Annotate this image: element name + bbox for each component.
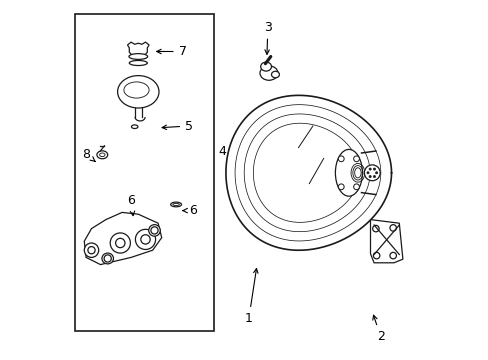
Ellipse shape (260, 62, 271, 71)
Circle shape (389, 252, 396, 259)
Text: 4: 4 (218, 145, 225, 158)
Polygon shape (225, 95, 391, 250)
Ellipse shape (338, 184, 344, 190)
Circle shape (364, 165, 380, 181)
Ellipse shape (117, 76, 159, 108)
Ellipse shape (97, 151, 107, 159)
Circle shape (375, 172, 377, 174)
Ellipse shape (102, 253, 113, 264)
Ellipse shape (338, 156, 344, 162)
Ellipse shape (335, 149, 362, 196)
Text: 6: 6 (127, 194, 135, 216)
Ellipse shape (170, 202, 181, 207)
Circle shape (373, 168, 375, 170)
Polygon shape (127, 42, 149, 55)
Circle shape (368, 175, 370, 177)
Circle shape (389, 225, 396, 231)
Circle shape (373, 175, 375, 177)
Text: 8: 8 (82, 148, 95, 162)
Text: 1: 1 (244, 269, 258, 325)
Circle shape (104, 255, 111, 262)
Ellipse shape (148, 225, 160, 236)
Polygon shape (84, 212, 162, 265)
Ellipse shape (353, 156, 359, 162)
Ellipse shape (353, 184, 359, 190)
Circle shape (151, 227, 158, 234)
Text: 2: 2 (372, 315, 384, 343)
Circle shape (115, 238, 125, 248)
Ellipse shape (84, 243, 99, 257)
Circle shape (141, 235, 150, 244)
Circle shape (368, 168, 370, 170)
Ellipse shape (129, 60, 147, 66)
Ellipse shape (129, 54, 147, 59)
Text: 6: 6 (183, 204, 197, 217)
Text: 3: 3 (264, 21, 271, 54)
Ellipse shape (172, 203, 179, 206)
Ellipse shape (131, 125, 138, 129)
Circle shape (88, 247, 95, 254)
Bar (75, 14, 213, 331)
Circle shape (372, 225, 378, 232)
Polygon shape (370, 220, 402, 263)
Circle shape (110, 233, 130, 253)
Text: 7: 7 (156, 45, 186, 58)
Ellipse shape (260, 66, 277, 80)
Text: 5: 5 (162, 120, 193, 132)
Circle shape (373, 252, 379, 259)
Circle shape (366, 172, 368, 174)
Circle shape (135, 229, 155, 249)
Ellipse shape (271, 71, 279, 78)
Ellipse shape (100, 153, 105, 157)
